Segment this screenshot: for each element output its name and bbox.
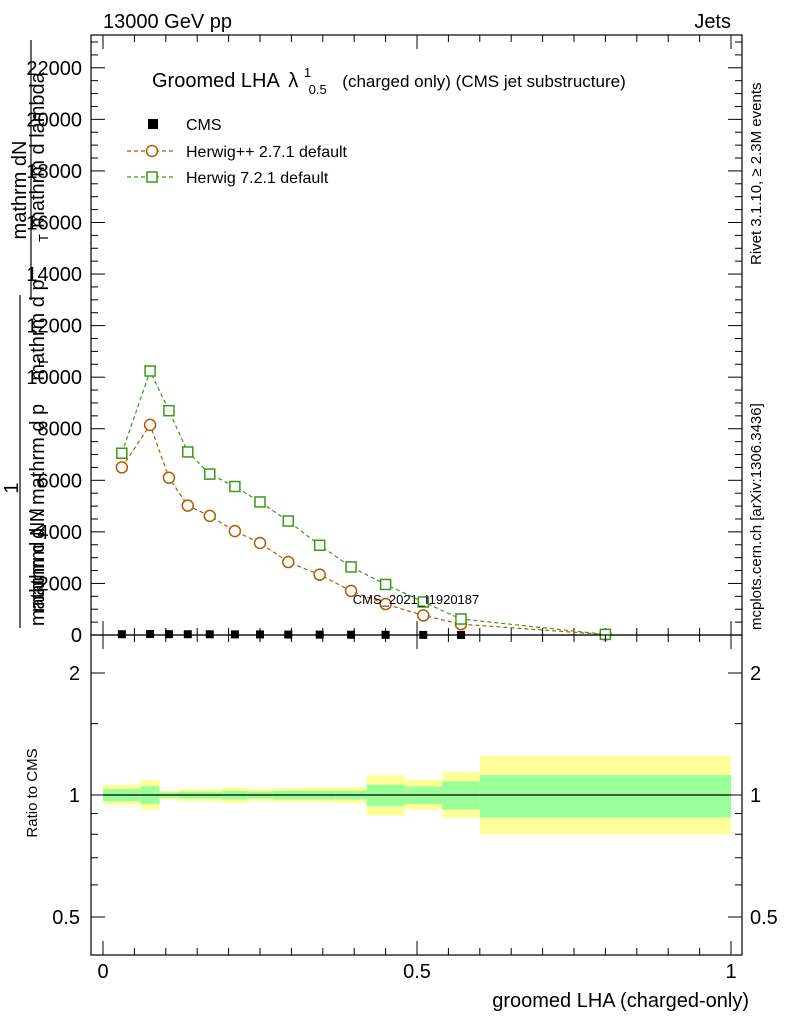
cms-data-point	[164, 630, 173, 639]
x-tick-label: 1	[725, 961, 736, 983]
legend-cms-label: CMS	[186, 117, 222, 134]
main-series-layer	[115, 365, 612, 641]
main-y-tick-label: 16000	[26, 212, 82, 234]
herwig7-data-point	[182, 446, 194, 458]
legend-herwigpp-label: Herwig++ 2.7.1 default	[186, 144, 348, 161]
legend-herwig7-label: Herwig 7.2.1 default	[186, 170, 329, 187]
herwig7-data-point	[282, 515, 295, 527]
herwig7-data-point	[163, 404, 175, 417]
cms-data-point	[117, 630, 126, 639]
y-label-dpt: mathrm d p	[27, 279, 49, 380]
y-label-pt-sub: T	[36, 234, 51, 242]
plot-title-rest: (charged only) (CMS jet substructure)	[342, 72, 625, 91]
x-axis-label: groomed LHA (charged-only)	[492, 990, 749, 1012]
x-tick-labels: 0 0.5 1	[97, 961, 736, 983]
herwig7-data-point	[345, 561, 357, 573]
main-y-tick-label: 10000	[26, 367, 82, 389]
rivet-label: Rivet 3.1.10, ≥ 2.3M events	[748, 83, 765, 266]
y-label-dlambda: mathrm d lambda	[27, 71, 49, 227]
ratio-y-tick-label-left: 1	[69, 785, 80, 807]
ratio-y-tick-label-left: 2	[69, 663, 80, 685]
mcplots-label: mcplots.cern.ch [arXiv:1306.3436]	[748, 403, 765, 630]
herwigpp-data-point	[417, 609, 430, 622]
y-label-pt-sub-2: T	[36, 358, 51, 366]
ratio-y-tick-label-right: 0.5	[750, 907, 778, 929]
y-label-dn-overlap: mathrm d N	[27, 508, 49, 612]
ratio-y-tick-label-right: 1	[750, 785, 761, 807]
cms-data-point	[183, 630, 192, 639]
ratio-y-axis-label: Ratio to CMS	[24, 748, 41, 837]
main-axis-ticks	[91, 35, 742, 636]
series-line-2	[121, 369, 606, 635]
herwigpp-data-point	[115, 461, 129, 474]
main-y-tick-label: 20000	[26, 109, 82, 131]
plot-title-lambda: λ	[288, 70, 298, 92]
legend-herwigpp-marker	[145, 144, 159, 158]
plot-title-main: Groomed LHA	[152, 70, 280, 92]
main-y-tick-label: 4000	[38, 522, 83, 544]
herwig7-data-point	[313, 539, 326, 552]
herwigpp-data-point	[143, 418, 157, 432]
herwig7-data-point	[204, 468, 216, 480]
cms-data-point	[146, 630, 155, 639]
herwigpp-data-point	[344, 584, 358, 598]
plot-title: Groomed LHA λ 1 0.5 (charged only) (CMS …	[152, 60, 626, 99]
ratio-axis-ticks	[91, 635, 742, 955]
main-y-tick-labels: 0 2000 4000 6000 8000 10000 12000 14000 16000 180…	[26, 58, 82, 647]
main-y-tick-label: 2000	[38, 573, 83, 595]
cms-data-point	[205, 630, 214, 639]
main-y-tick-label: 14000	[26, 264, 82, 286]
herwig7-data-point	[116, 447, 128, 459]
main-y-tick-label: 18000	[26, 161, 82, 183]
herwig7-data-point	[144, 365, 156, 377]
herwigpp-data-point	[181, 499, 195, 512]
ratio-y-tick-label-left: 0.5	[52, 907, 80, 929]
ratio-inner-band	[479, 775, 731, 818]
herwigpp-data-point	[203, 509, 217, 523]
analysis-watermark: CMS_2021_I1920187	[353, 592, 480, 607]
main-y-axis-label: 1 mathrm dN mathrm d lambda mathrm d p T…	[1, 40, 51, 628]
ratio-y-tick-labels: 0.5 0.5 1 1 2 2	[52, 663, 778, 929]
y-label-dn: mathrm dN	[9, 141, 31, 240]
y-label-denominator: mathrm d N / mathrm d p	[27, 404, 49, 626]
ratio-y-tick-label-right: 2	[750, 663, 761, 685]
herwig7-data-point	[254, 496, 266, 508]
plot-title-sup: 1	[304, 65, 311, 80]
herwigpp-data-point	[253, 536, 267, 550]
main-y-tick-label: 0	[71, 625, 82, 647]
main-y-tick-label: 22000	[26, 58, 82, 80]
legend: CMS Herwig++ 2.7.1 default Herwig 7.2.1 …	[127, 117, 348, 187]
main-y-tick-label: 12000	[26, 316, 82, 338]
main-plot-panel: 0 2000 4000 6000 8000 10000 12000 14000 16000 180…	[26, 34, 743, 647]
herwig7-data-point	[379, 578, 392, 591]
main-y-tick-label: 6000	[38, 470, 83, 492]
herwig7-data-point	[455, 613, 467, 625]
legend-cms-marker	[148, 119, 158, 129]
x-tick-label: 0	[97, 961, 108, 983]
x-tick-label: 0.5	[403, 961, 431, 983]
main-y-tick-label: 8000	[38, 419, 83, 441]
plot-title-sub: 0.5	[309, 82, 327, 97]
cms-data-point	[230, 630, 239, 639]
y-label-numerator: 1	[1, 482, 23, 493]
ratio-plot-panel: 0.5 0.51 12 2 0 0.5 1 Ratio to CMS groomed LH…	[24, 634, 778, 1012]
herwig7-data-point	[417, 596, 430, 608]
legend-herwig7-marker	[146, 171, 158, 183]
process-label: Jets	[694, 11, 731, 33]
herwigpp-data-point	[282, 555, 295, 569]
herwigpp-data-point	[313, 568, 326, 581]
herwigpp-data-point	[162, 471, 176, 484]
herwigpp-data-point	[228, 524, 242, 538]
herwigpp-data-point	[379, 597, 392, 611]
energy-label: 13000 GeV pp	[103, 11, 232, 33]
herwig7-data-point	[229, 480, 241, 493]
